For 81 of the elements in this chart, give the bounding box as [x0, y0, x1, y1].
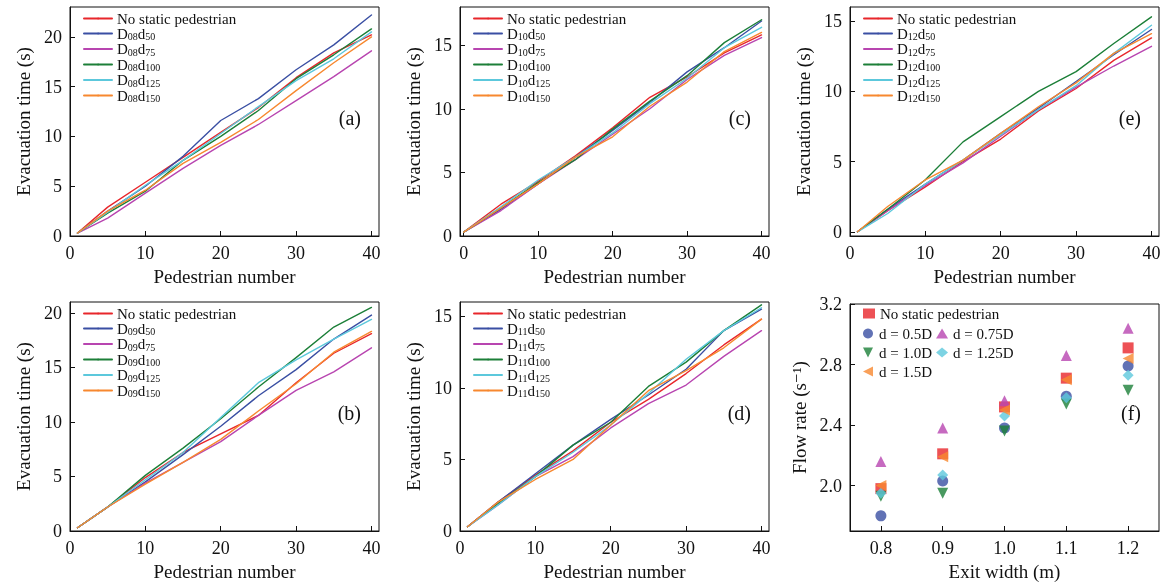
y-axis-title: Evacuation time (s)	[403, 342, 426, 491]
x-tick-label: 40	[1142, 243, 1161, 263]
x-tick-label: 30	[1067, 243, 1086, 263]
y-tick-label: 2.4	[819, 415, 842, 436]
y-tick-label: 5	[443, 449, 452, 470]
legend-label: d = 0.75D	[953, 325, 1014, 342]
y-tick-label: 5	[53, 466, 62, 487]
y-tick-label: 5	[443, 162, 452, 183]
x-tick-label: 40	[752, 538, 771, 558]
legend-label: d = 1.0D	[879, 344, 933, 361]
y-tick-label: 2.8	[819, 354, 842, 375]
y-tick-label: 10	[434, 377, 452, 398]
x-tick-label: 0.8	[869, 538, 893, 558]
y-tick-label: 15	[434, 306, 452, 327]
annotation: (f)	[1121, 402, 1141, 426]
x-axis-title: Pedestrian number	[543, 560, 687, 582]
x-tick-label: 20	[603, 243, 622, 263]
x-tick-label: 20	[601, 538, 620, 558]
annotation: (c)	[728, 107, 752, 131]
annotation: (e)	[1118, 107, 1142, 131]
x-tick-label: 20	[211, 538, 230, 558]
y-tick-label: 20	[44, 302, 62, 323]
x-tick-label: 10	[136, 538, 155, 558]
annotation: (d)	[727, 402, 752, 426]
y-tick-label: 5	[53, 176, 62, 197]
x-tick-label: 10	[529, 243, 548, 263]
y-tick-label: 0	[53, 226, 62, 246]
y-axis-title: Flow rate (s⁻¹)	[788, 361, 811, 474]
legend-label: No static pedestrian	[117, 305, 237, 322]
y-axis-title: Evacuation time (s)	[13, 342, 36, 491]
x-axis-title: Pedestrian number	[543, 265, 687, 287]
x-tick-label: 20	[991, 243, 1010, 263]
legend-label: No static pedestrian	[117, 10, 237, 27]
y-tick-label: 2.0	[819, 475, 842, 496]
x-axis-title: Exit width (m)	[948, 560, 1061, 583]
x-tick-label: 30	[678, 243, 697, 263]
x-tick-label: 10	[136, 243, 155, 263]
x-tick-label: 1.2	[1116, 538, 1140, 558]
y-tick-label: 15	[44, 76, 62, 97]
x-tick-label: 0	[459, 243, 469, 263]
x-tick-label: 30	[287, 243, 306, 263]
y-tick-label: 20	[44, 26, 62, 47]
y-axis-title: Evacuation time (s)	[403, 47, 426, 196]
x-tick-label: 40	[752, 243, 771, 263]
y-tick-label: 10	[44, 126, 62, 147]
x-axis-title: Pedestrian number	[933, 265, 1077, 287]
y-tick-label: 3.2	[819, 294, 842, 314]
x-tick-label: 30	[287, 538, 306, 558]
y-tick-label: 15	[44, 357, 62, 378]
legend-label: No static pedestrian	[880, 305, 1000, 322]
x-tick-label: 30	[677, 538, 696, 558]
y-tick-label: 5	[833, 151, 842, 172]
x-axis-title: Pedestrian number	[153, 560, 297, 582]
x-tick-label: 40	[362, 538, 381, 558]
y-axis-title: Evacuation time (s)	[13, 47, 36, 196]
legend-label: No static pedestrian	[897, 10, 1017, 27]
y-tick-label: 0	[53, 521, 62, 541]
x-tick-label: 10	[916, 243, 935, 263]
y-tick-label: 0	[443, 521, 452, 541]
legend-label: d = 1.5D	[879, 363, 933, 380]
y-tick-label: 15	[824, 11, 842, 32]
x-tick-label: 0.9	[931, 538, 954, 558]
legend-label: d = 1.25D	[953, 344, 1014, 361]
x-tick-label: 20	[211, 243, 230, 263]
y-tick-label: 10	[434, 98, 452, 119]
y-tick-label: 0	[443, 226, 452, 246]
y-axis-title: Evacuation time (s)	[793, 47, 816, 196]
x-tick-label: 1.0	[993, 538, 1016, 558]
annotation: (b)	[337, 402, 362, 426]
y-tick-label: 10	[824, 81, 842, 102]
legend-label: No static pedestrian	[507, 10, 627, 27]
legend-label: No static pedestrian	[507, 305, 627, 322]
annotation: (a)	[338, 107, 362, 131]
legend-label: d = 0.5D	[879, 325, 933, 342]
x-tick-label: 1.1	[1055, 538, 1078, 558]
y-tick-label: 15	[434, 35, 452, 56]
y-tick-label: 0	[833, 221, 842, 242]
y-tick-label: 10	[44, 411, 62, 432]
x-tick-label: 40	[362, 243, 381, 263]
x-tick-label: 10	[526, 538, 545, 558]
x-axis-title: Pedestrian number	[153, 265, 297, 287]
